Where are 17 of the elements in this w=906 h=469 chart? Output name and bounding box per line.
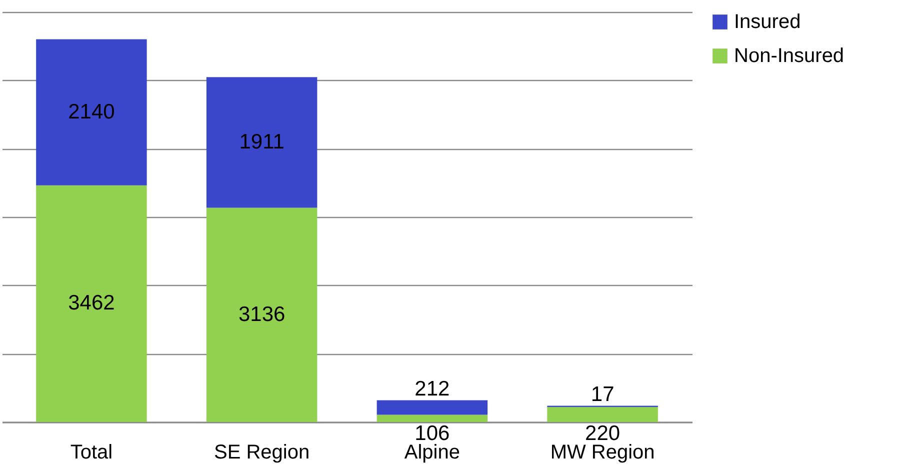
data-label: 17 xyxy=(590,382,614,406)
legend-label: Non-Insured xyxy=(734,45,844,67)
data-label: 212 xyxy=(414,377,450,400)
bar xyxy=(376,414,488,422)
bar xyxy=(206,208,318,422)
bar xyxy=(36,185,147,422)
data-label: 1911 xyxy=(239,130,284,154)
bar xyxy=(547,406,658,422)
data-label: 2140 xyxy=(68,100,115,124)
legend-label: Insured xyxy=(734,11,801,33)
data-label: 3136 xyxy=(238,302,286,326)
bar xyxy=(376,400,488,415)
bar xyxy=(206,77,318,208)
x-tick-label: Total xyxy=(70,442,113,464)
data-label: 3462 xyxy=(68,292,115,315)
x-tick-label: SE Region xyxy=(214,442,310,464)
bar xyxy=(36,39,147,186)
